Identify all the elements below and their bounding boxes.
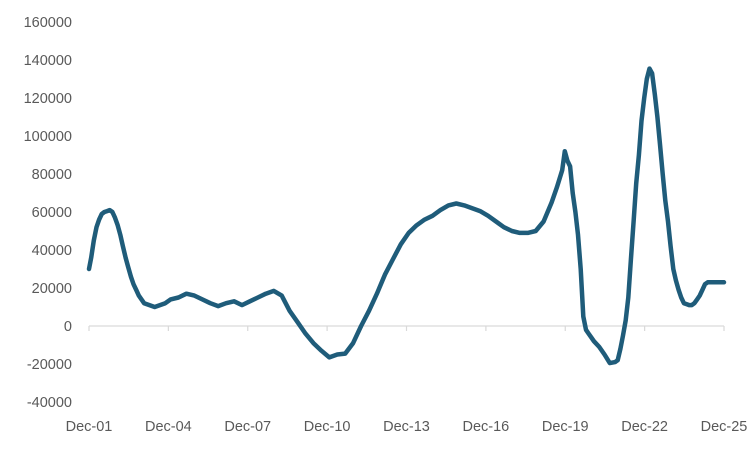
x-tick-label: Dec-01: [66, 419, 113, 435]
y-tick-label: -20000: [27, 357, 72, 373]
x-tick-label: Dec-25: [701, 419, 748, 435]
x-tick-label: Dec-22: [621, 419, 668, 435]
x-tick-label: Dec-07: [224, 419, 271, 435]
y-tick-label: 80000: [32, 167, 72, 183]
y-tick-label: 60000: [32, 205, 72, 221]
x-tick-label: Dec-04: [145, 419, 192, 435]
y-tick-label: -40000: [27, 395, 72, 411]
x-tick-label: Dec-10: [304, 419, 351, 435]
x-axis-tick-marks: [88, 326, 725, 331]
y-tick-label: 0: [64, 319, 72, 335]
y-tick-label: 140000: [24, 53, 72, 69]
series-line: [86, 66, 727, 366]
x-tick-label: Dec-19: [542, 419, 589, 435]
y-tick-label: 40000: [32, 243, 72, 259]
x-tick-label: Dec-13: [383, 419, 430, 435]
y-axis-tick-labels: 160000 140000 120000 100000 80000 60000 40000 2…: [24, 15, 72, 411]
y-tick-label: 20000: [32, 281, 72, 297]
y-tick-label: 120000: [24, 91, 72, 107]
y-tick-label: 160000: [24, 15, 72, 31]
x-axis-tick-labels: Dec-01 Dec-04 Dec-07 Dec-10 Dec-13 Dec-16 Dec-…: [66, 419, 748, 435]
y-tick-label: 100000: [24, 129, 72, 145]
x-tick-label: Dec-16: [463, 419, 510, 435]
